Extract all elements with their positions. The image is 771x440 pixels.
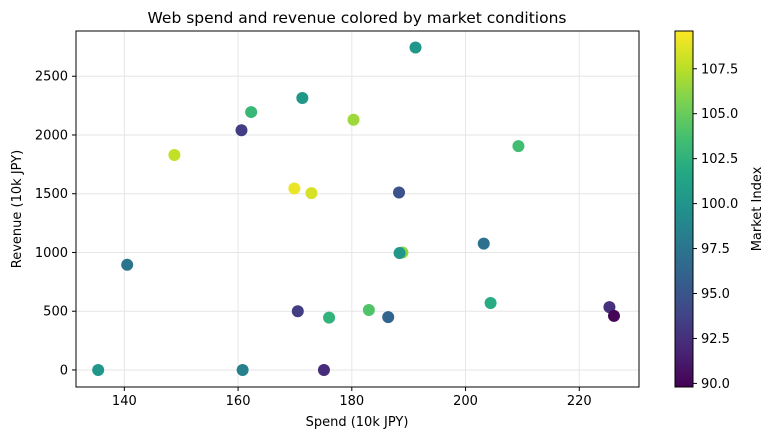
x-axis: 140 160 180 200 220 (112, 387, 592, 409)
data-point (305, 187, 318, 200)
y-tick-label: 1500 (35, 187, 68, 202)
y-tick-label: 2000 (35, 128, 68, 143)
y-axis-title: Revenue (10k JPY) (10, 150, 25, 268)
chart-title: Web spend and revenue colored by market … (148, 9, 567, 27)
y-tick-label: 0 (60, 363, 68, 378)
data-point (603, 301, 616, 314)
x-tick-label: 160 (226, 394, 251, 409)
data-point (323, 311, 336, 324)
colorbar-tick-label: 95.0 (701, 287, 730, 302)
data-point (291, 305, 304, 318)
colorbar-tick-label: 105.0 (701, 107, 738, 122)
data-point (317, 363, 330, 376)
x-tick-label: 140 (112, 394, 137, 409)
y-axis: 0 500 1000 1500 2000 2500 (35, 70, 76, 378)
data-points (92, 41, 620, 376)
data-point (168, 148, 181, 161)
gridlines (76, 31, 639, 387)
data-point (121, 258, 134, 271)
data-point (393, 247, 406, 260)
data-point (607, 309, 620, 322)
colorbar (674, 30, 694, 388)
x-tick-label: 180 (339, 394, 364, 409)
plot-frame (75, 30, 640, 388)
data-point (409, 41, 422, 54)
x-axis-title: Spend (10k JPY) (306, 415, 409, 430)
data-point (393, 186, 406, 199)
colorbar-tick-label: 90.0 (701, 377, 730, 392)
data-point (288, 182, 301, 195)
data-point (296, 91, 309, 104)
data-point (477, 237, 490, 250)
y-tick-label: 500 (43, 305, 68, 320)
data-point (245, 106, 258, 119)
colorbar-tick-label: 102.5 (701, 152, 738, 167)
y-tick-label: 1000 (35, 246, 68, 261)
colorbar-axis: 90.0 92.5 95.0 97.5 100.0 102.5 105.0 107.5 (693, 62, 738, 392)
colorbar-tick-label: 107.5 (701, 62, 738, 77)
data-point (512, 140, 525, 153)
x-tick-label: 220 (567, 394, 592, 409)
colorbar-tick-label: 92.5 (701, 332, 730, 347)
colorbar-title: Market Index (750, 166, 765, 251)
data-point (235, 124, 248, 137)
data-point (362, 304, 375, 317)
data-point (484, 296, 497, 309)
y-tick-label: 2500 (35, 70, 68, 85)
data-point (347, 113, 360, 126)
data-point (92, 363, 105, 376)
data-point (382, 311, 395, 324)
colorbar-tick-label: 100.0 (701, 197, 738, 212)
x-tick-label: 200 (453, 394, 478, 409)
data-point (236, 363, 249, 376)
colorbar-tick-label: 97.5 (701, 242, 730, 257)
